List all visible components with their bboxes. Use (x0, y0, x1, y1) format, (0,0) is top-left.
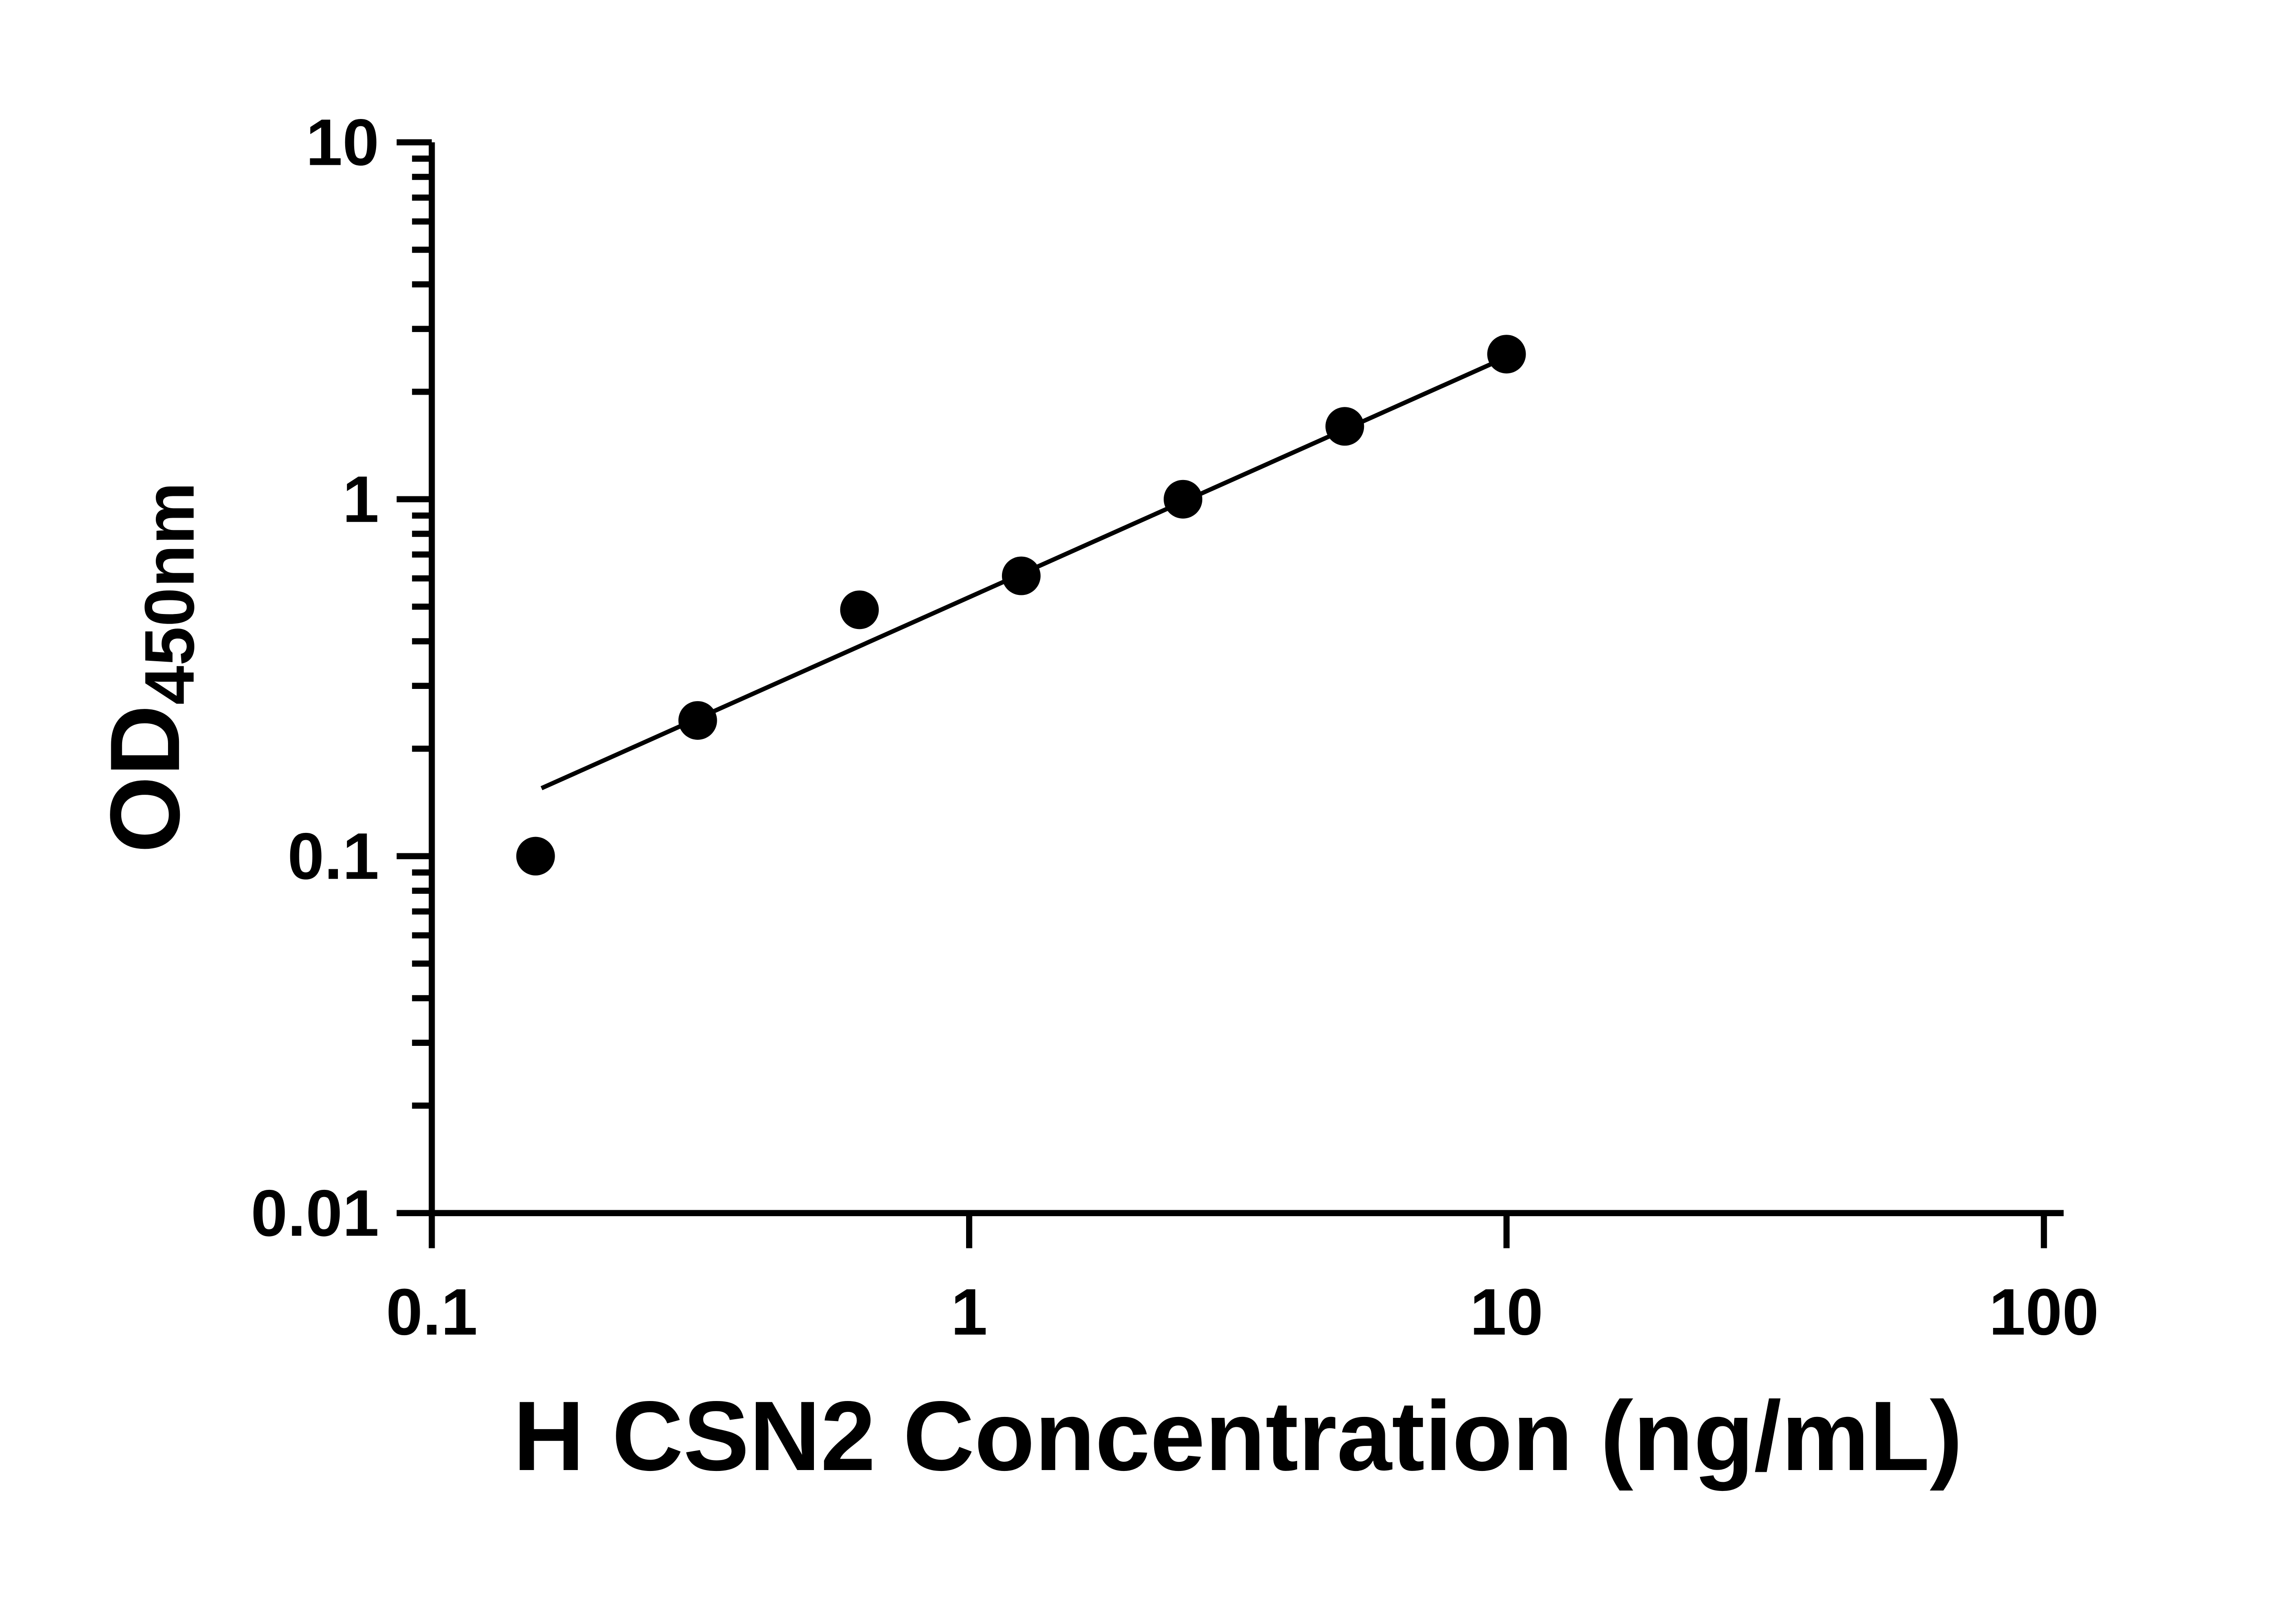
data-point (678, 701, 717, 740)
data-point (1325, 407, 1364, 446)
elisa-standard-curve-figure: 0.01 0.1 1 10 0.1 1 10 100 H CSN2 Concentration … (89, 105, 2099, 1491)
data-point (516, 837, 555, 876)
y-tick-label: 10 (306, 105, 379, 179)
data-point (1002, 556, 1041, 595)
y-axis-title-main: OD (90, 705, 200, 853)
data-point (1487, 335, 1526, 374)
x-tick-label: 0.1 (386, 1275, 478, 1349)
x-axis-title: H CSN2 Concentration (ng/mL) (513, 1381, 1963, 1491)
x-tick-label: 10 (1470, 1275, 1543, 1349)
y-tick-label: 1 (342, 462, 379, 536)
y-axis-title: OD450nm (90, 482, 208, 853)
y-tick-label: 0.1 (288, 819, 379, 893)
x-tick-label: 100 (1989, 1275, 2099, 1349)
data-point (840, 590, 879, 629)
y-tick-label: 0.01 (251, 1176, 379, 1250)
y-axis-title-subscript: 450nm (130, 482, 208, 705)
data-point (1164, 480, 1203, 519)
x-tick-label: 1 (951, 1275, 987, 1349)
